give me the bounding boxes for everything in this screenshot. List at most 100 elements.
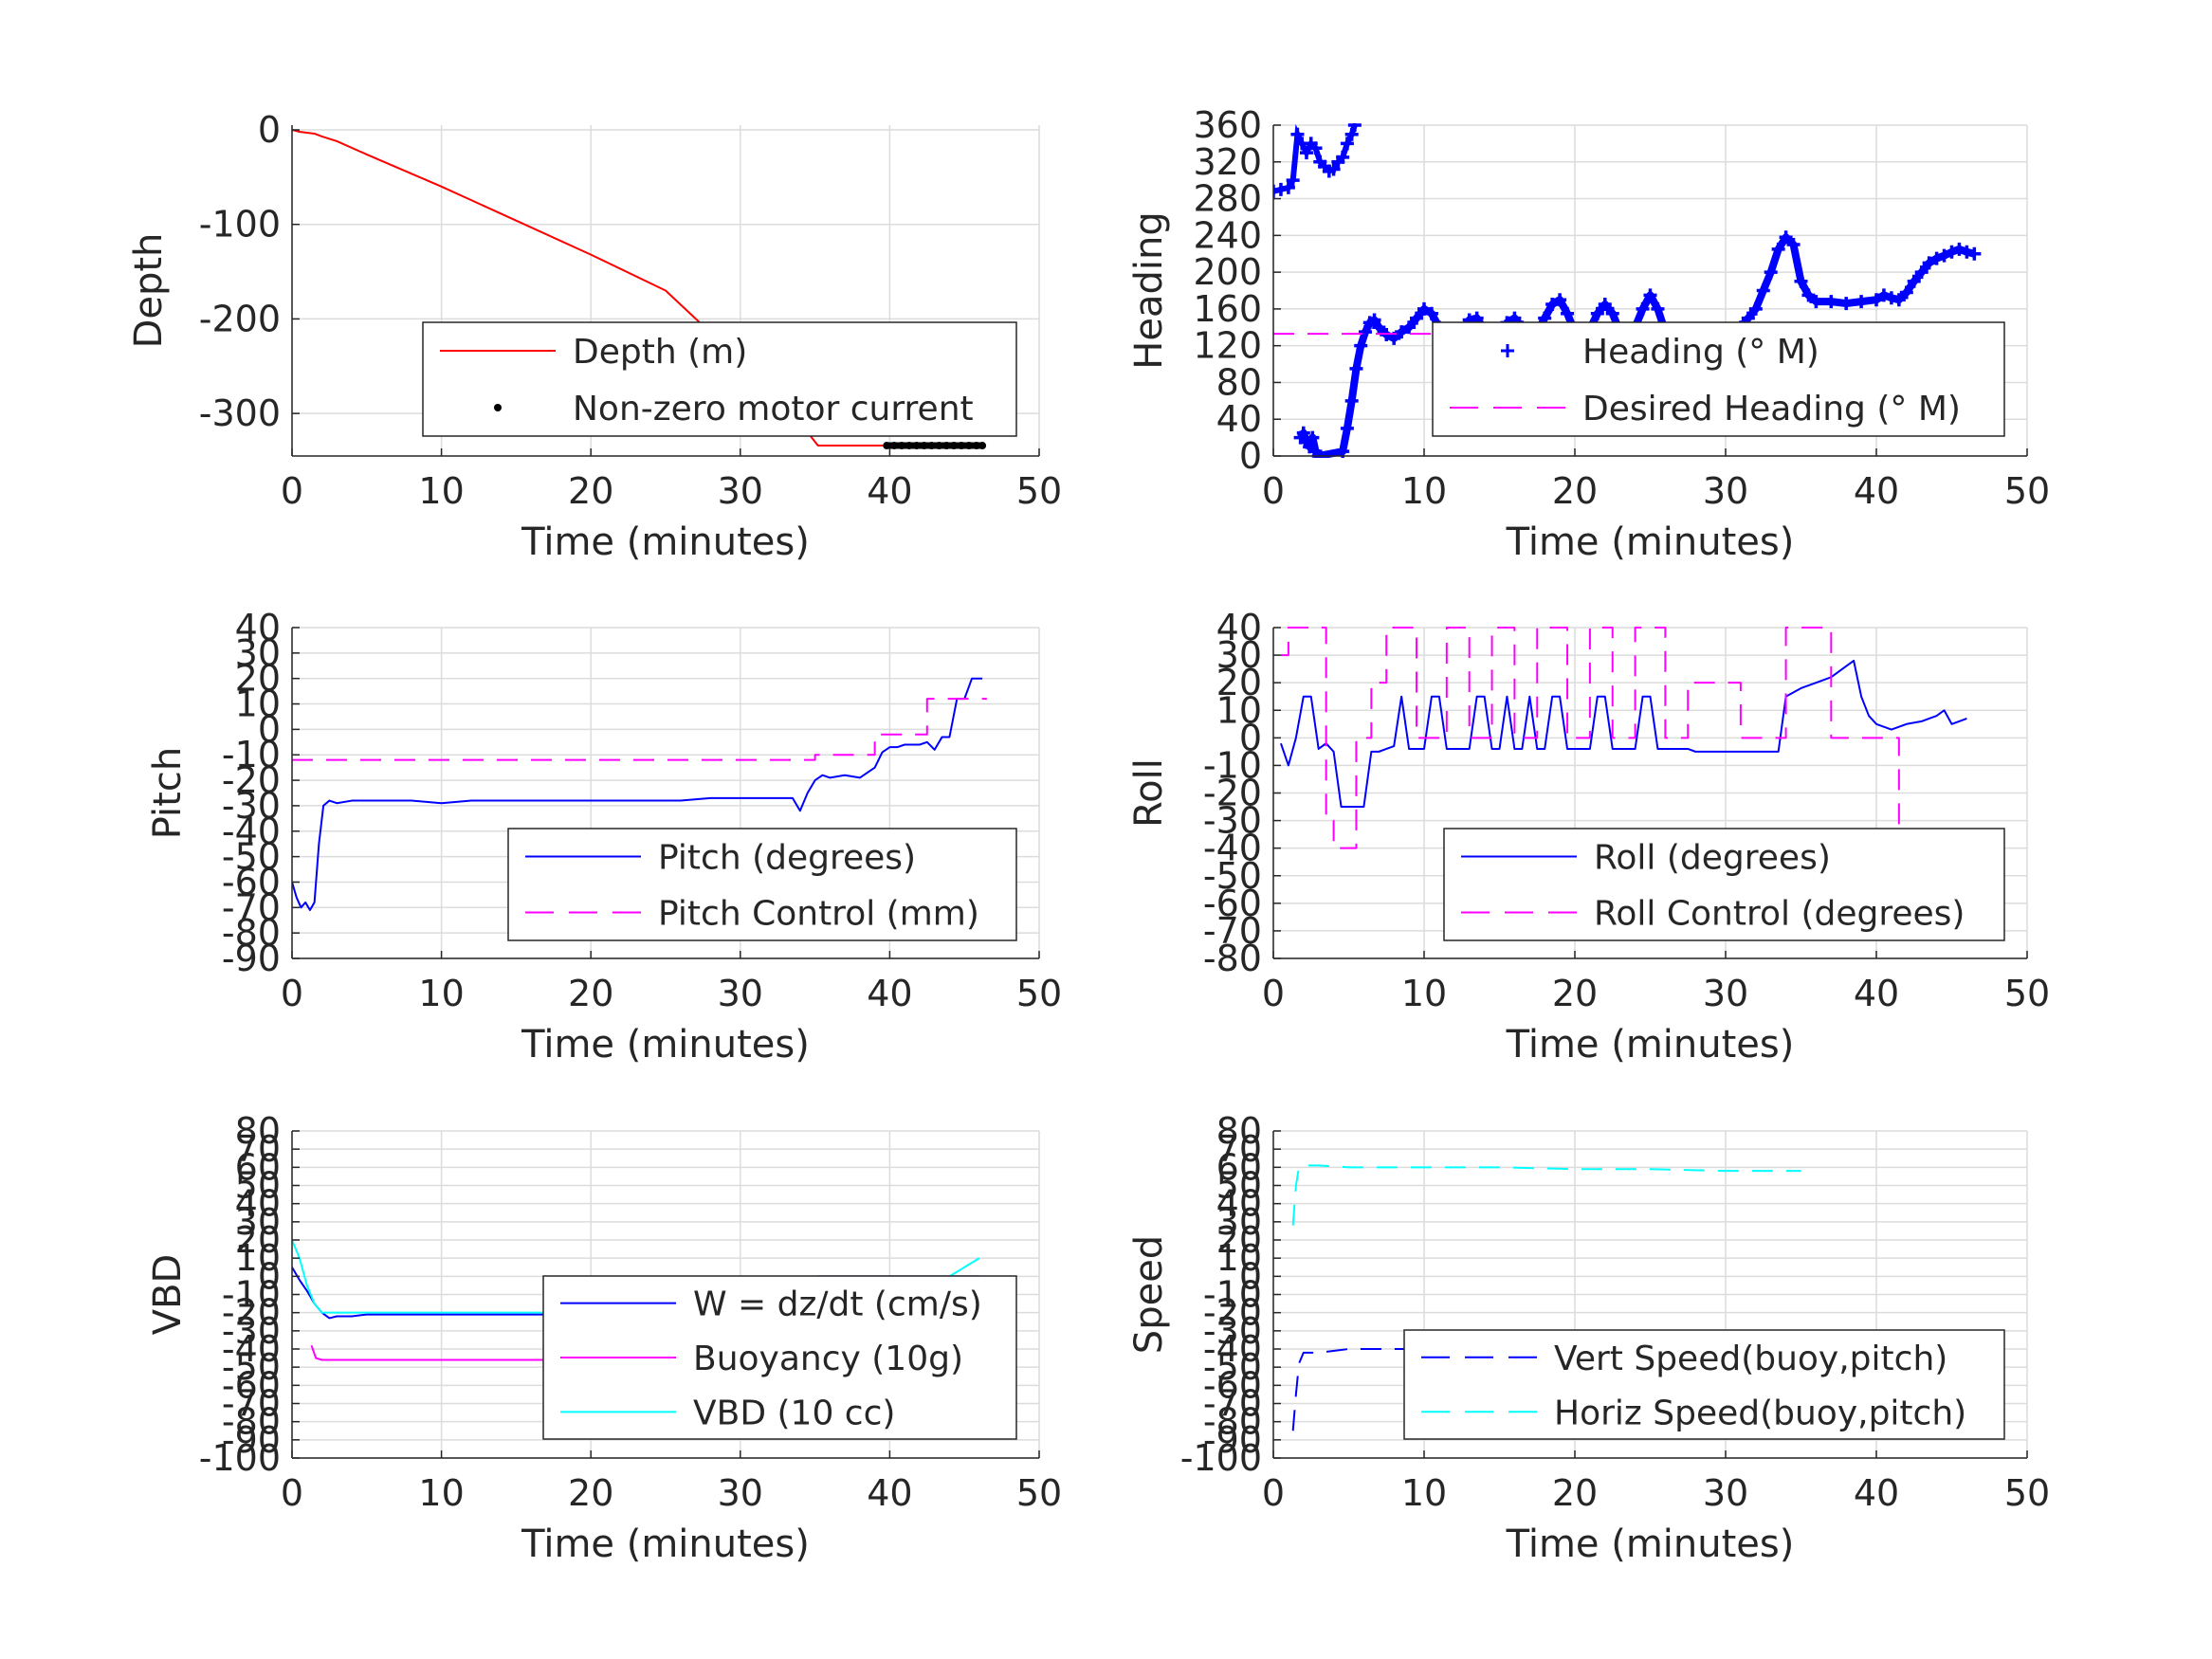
y-tick-label: 10 [235,684,281,725]
y-tick-label: 0 [258,708,281,750]
y-axis-label: Heading [1127,211,1171,369]
chart-heading: 0 10 20 30 40 5004080120160200240280320360Tim… [1127,104,2050,564]
legend-label: Horiz Speed(buoy,pitch) [1554,1394,1966,1432]
x-tick-label: 40 [1854,470,1899,512]
series-heading-0-band [1297,233,1976,458]
y-tick-label: -40 [222,1328,281,1370]
y-tick-label: 160 [1193,288,1262,330]
y-tick-label: 40 [1216,607,1262,648]
y-tick-label: 10 [1216,1237,1262,1279]
data-layer [292,677,987,911]
y-tick-label: 30 [1216,634,1262,676]
x-tick-label: 50 [2004,973,2050,1014]
y-tick-label: -90 [222,938,281,979]
series-pitch-1-line [292,698,987,761]
x-tick-label: 30 [1703,1472,1748,1514]
x-axis-label: Time (minutes) [1506,1522,1795,1566]
x-tick-label: 10 [418,973,464,1014]
y-tick-label: 60 [235,1146,281,1188]
y-tick-label: -10 [1203,744,1262,786]
y-tick-label: 10 [235,1237,281,1279]
legend-label: Pitch Control (mm) [658,895,979,934]
x-tick-label: 10 [1401,1472,1447,1514]
legend-label: Buoyancy (10g) [693,1340,963,1378]
legend-label: Depth (m) [573,333,747,372]
y-tick-label: 200 [1193,251,1262,293]
y-tick-label: 20 [235,658,281,700]
x-tick-label: 30 [718,973,763,1014]
x-tick-label: 20 [568,1472,613,1514]
x-tick-label: 0 [281,470,303,512]
y-axis-label: VBD [146,1254,190,1336]
legend-label: Non-zero motor current [573,390,974,428]
x-tick-label: 50 [1016,973,1062,1014]
y-tick-label: -100 [199,204,281,246]
y-tick-label: -50 [1203,1346,1262,1388]
y-tick-label: 20 [1216,662,1262,703]
y-tick-label: 120 [1193,325,1262,367]
series-speed-1-line [1291,1164,1801,1226]
y-tick-label: 10 [1216,689,1262,731]
y-tick-label: -50 [222,836,281,878]
y-tick-label: 20 [1216,1219,1262,1261]
chart-speed: 0 10 20 30 40 50-100-90-80-70-60-50-40-30-20-… [1127,1110,2050,1566]
x-tick-label: 30 [718,1472,763,1514]
y-tick-label: 280 [1193,178,1262,220]
y-tick-label: -40 [222,811,281,852]
series-heading-0-band-top [1273,123,1358,194]
x-tick-label: 0 [281,973,303,1014]
legend-box [1443,828,2005,941]
legend-label: VBD (10 cc) [693,1394,895,1432]
data-layer [292,129,987,450]
y-tick-label: 0 [1239,435,1262,477]
y-tick-label: 60 [1216,1146,1262,1188]
y-tick-label: -90 [1203,1419,1262,1461]
legend-label: Roll Control (degrees) [1594,895,1965,934]
x-tick-label: 50 [2004,470,2050,512]
x-tick-label: 40 [867,1472,912,1514]
x-tick-label: 40 [867,470,912,512]
legend: Vert Speed(buoy,pitch) Horiz Speed(buoy,p… [1403,1329,2005,1440]
legend-box [1432,321,2005,437]
x-tick-label: 50 [2004,1472,2050,1514]
y-tick-label: 0 [258,109,281,151]
x-tick-label: 40 [1854,973,1899,1014]
y-tick-label: -70 [222,886,281,928]
y-tick-label: 80 [235,1110,281,1152]
y-tick-label: -50 [222,1346,281,1388]
data-layer [1280,627,1975,849]
y-tick-label: -20 [222,1292,281,1334]
y-tick-label: 0 [1239,717,1262,758]
y-axis-label: Speed [1127,1235,1171,1354]
y-tick-label: 0 [258,1255,281,1297]
legend-marker [494,404,502,411]
y-tick-label: -30 [1203,1310,1262,1352]
x-tick-label: 20 [1552,1472,1598,1514]
chart-vbd: 0 10 20 30 40 50-100-90-80-70-60-50-40-30-20-… [146,1110,1062,1566]
series-depth-0-line [292,129,984,447]
y-tick-label: 0 [1239,1255,1262,1297]
y-tick-label: -80 [222,912,281,954]
y-axis-label: Pitch [146,747,190,839]
x-tick-label: 0 [1262,1472,1285,1514]
legend: W = dz/dt (cm/s) Buoyancy (10g) VBD (10 cc… [542,1275,1017,1440]
legend: Depth (m) Non-zero motor current [422,321,1017,437]
x-axis-label: Time (minutes) [521,520,810,564]
y-tick-label: -10 [1203,1274,1262,1316]
series-roll-0-line [1280,659,1967,809]
y-tick-label: -60 [222,1364,281,1406]
y-tick-label: -20 [1203,773,1262,814]
x-tick-label: 20 [568,973,613,1014]
y-tick-label: -20 [1203,1292,1262,1334]
legend-box [507,828,1017,941]
x-axis-label: Time (minutes) [1506,1023,1795,1066]
y-tick-label: -30 [222,785,281,827]
chart-depth: 0 10 20 30 40 50 0 -100 -200 -300 Time (minutes) De… [127,109,1062,564]
y-tick-label: -80 [222,1401,281,1443]
x-tick-label: 0 [281,1472,303,1514]
x-tick-label: 10 [418,1472,464,1514]
x-tick-label: 20 [1552,470,1598,512]
legend-label: Roll (degrees) [1594,839,1831,878]
legend-label: Desired Heading (° M) [1582,390,1961,428]
x-tick-label: 10 [1401,470,1447,512]
